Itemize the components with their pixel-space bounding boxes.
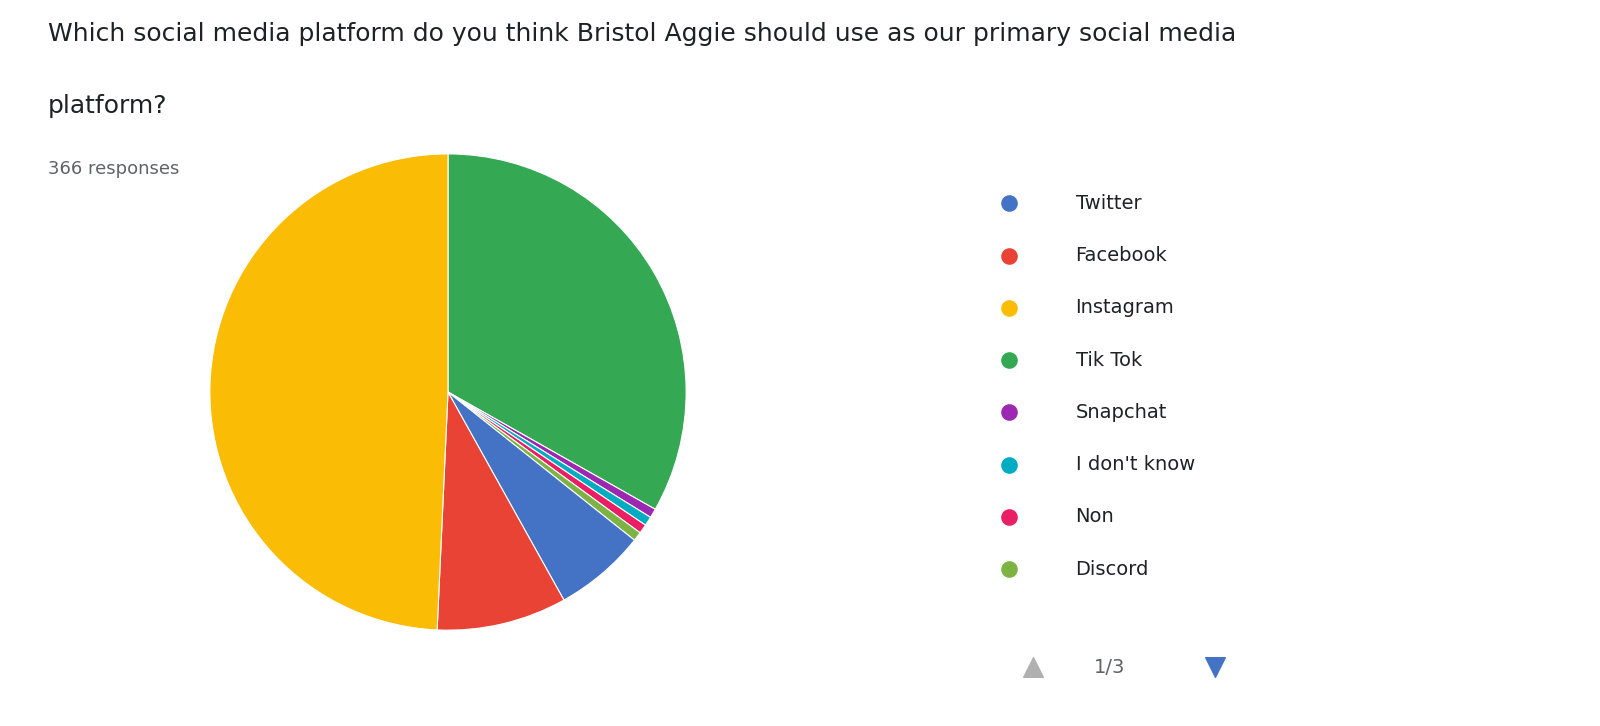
Text: Snapchat: Snapchat bbox=[1075, 403, 1166, 422]
Wedge shape bbox=[448, 392, 640, 540]
Wedge shape bbox=[210, 154, 448, 630]
Text: Facebook: Facebook bbox=[1075, 246, 1168, 265]
Text: Discord: Discord bbox=[1075, 560, 1149, 579]
Text: platform?: platform? bbox=[48, 94, 168, 118]
Wedge shape bbox=[437, 392, 563, 630]
Text: Instagram: Instagram bbox=[1075, 298, 1174, 317]
Wedge shape bbox=[448, 392, 635, 600]
Wedge shape bbox=[448, 392, 651, 525]
Wedge shape bbox=[448, 154, 686, 510]
Text: Twitter: Twitter bbox=[1075, 194, 1141, 213]
Wedge shape bbox=[448, 392, 656, 518]
Text: 1/3: 1/3 bbox=[1094, 658, 1125, 677]
Text: 366 responses: 366 responses bbox=[48, 160, 179, 178]
Text: Which social media platform do you think Bristol Aggie should use as our primary: Which social media platform do you think… bbox=[48, 22, 1237, 46]
Text: Tik Tok: Tik Tok bbox=[1075, 351, 1142, 370]
Wedge shape bbox=[448, 392, 645, 533]
Text: I don't know: I don't know bbox=[1075, 455, 1195, 474]
Text: Non: Non bbox=[1075, 507, 1114, 526]
